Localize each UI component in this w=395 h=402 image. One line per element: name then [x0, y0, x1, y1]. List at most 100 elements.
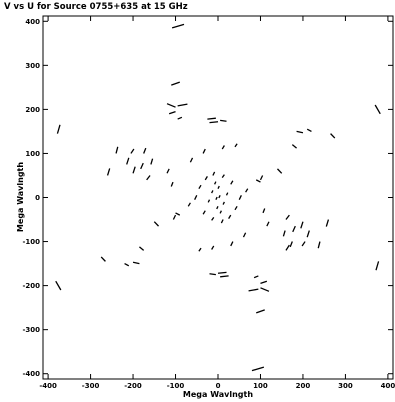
y-axis-label: Mega Wavlngth — [16, 162, 25, 232]
uv-track-segment — [211, 245, 215, 250]
x-tick-label: -200 — [124, 382, 142, 390]
uv-track-segment — [301, 241, 306, 247]
uv-track-segment — [204, 176, 208, 181]
uv-track-segment — [285, 244, 290, 251]
y-tick-label: 300 — [25, 62, 40, 70]
y-tick-label: -400 — [22, 370, 40, 378]
uv-track-segment — [260, 280, 268, 285]
x-tick-label: 100 — [253, 382, 268, 390]
uv-track-segment — [126, 157, 130, 165]
uv-track-segment — [209, 121, 219, 124]
axis-ticks — [43, 16, 393, 379]
uv-track-segment — [221, 174, 225, 179]
uv-tracks — [55, 23, 381, 372]
uv-track-segment — [100, 256, 106, 262]
uv-track-segment — [306, 128, 312, 132]
uv-track-segment — [225, 192, 229, 196]
uv-track-segment — [218, 195, 221, 199]
uv-track-segment — [266, 221, 270, 227]
uv-track-segment — [143, 147, 147, 154]
uv-track-segment — [220, 219, 224, 224]
uv-track-segment — [153, 221, 160, 227]
uv-track-segment — [115, 146, 119, 154]
uv-track-segment — [230, 241, 234, 247]
uv-track-segment — [170, 181, 174, 187]
uv-track-segment — [177, 103, 188, 107]
uv-track-segment — [211, 216, 215, 221]
x-axis-label: Mega Wavlngth — [183, 390, 253, 399]
uv-track-segment — [220, 119, 227, 122]
uv-track-segment — [375, 261, 380, 271]
uv-track-segment — [177, 116, 183, 120]
x-tick-label: 200 — [296, 382, 311, 390]
uv-track-segment — [198, 184, 202, 190]
x-tick-label: -300 — [82, 382, 100, 390]
uv-track-segment — [214, 181, 217, 185]
uv-track-segment — [253, 275, 259, 279]
uv-track-segment — [139, 246, 145, 251]
y-tick-label: -300 — [22, 326, 40, 334]
uv-track-segment — [132, 261, 140, 265]
uv-track-segment — [242, 232, 247, 238]
uv-track-segment — [168, 110, 176, 115]
uv-track-segment — [202, 210, 206, 215]
uv-track-segment — [221, 145, 225, 150]
uv-track-segment — [207, 199, 211, 203]
y-tick-label: -100 — [22, 238, 40, 246]
uv-track-segment — [189, 157, 194, 163]
y-tick-label: 200 — [25, 106, 40, 114]
y-tick-labels: -400 -300 -200 -100 0 100 200 300 400 — [22, 18, 40, 378]
uv-track-segment — [222, 201, 225, 205]
uv-track-segment — [291, 144, 297, 149]
uv-track-segment — [132, 166, 136, 174]
uv-track-segment — [285, 214, 290, 220]
x-tick-label: 300 — [338, 382, 353, 390]
uv-track-segment — [374, 104, 381, 115]
uv-track-segment — [194, 195, 198, 200]
uv-track-segment — [228, 214, 232, 219]
uv-track-segment — [130, 148, 135, 154]
uv-track-segment — [292, 225, 296, 233]
uv-track-segment — [124, 263, 130, 267]
x-tick-labels: -400 -300 -200 -100 0 100 200 300 400 — [39, 382, 395, 390]
uv-track-segment — [56, 124, 61, 134]
plot-frame — [42, 15, 394, 380]
y-tick-label: -200 — [22, 282, 40, 290]
uv-track-segment — [248, 288, 259, 292]
y-tick-label: 100 — [25, 150, 40, 158]
uv-track-segment — [175, 212, 181, 216]
uv-track-segment — [198, 247, 202, 252]
uv-track-segment — [251, 366, 265, 372]
uv-track-segment — [166, 168, 170, 174]
uv-track-segment — [260, 287, 270, 292]
uv-track-segment — [172, 214, 177, 220]
uv-track-segment — [238, 195, 242, 200]
uv-track-segment — [217, 271, 227, 274]
uv-track-segment — [150, 158, 154, 165]
uv-track-segment — [207, 117, 216, 120]
uv-track-segment — [146, 175, 151, 181]
uv-track-segment — [282, 230, 286, 237]
uv-track-segment — [330, 133, 336, 139]
uv-track-segment — [259, 175, 264, 181]
uv-track-segment — [171, 81, 180, 86]
uv-track-segment — [255, 179, 261, 183]
uv-track-segment — [211, 190, 214, 194]
uv-track-segment — [202, 148, 206, 154]
y-tick-label: 0 — [35, 194, 40, 202]
uv-track-segment — [215, 196, 218, 200]
x-tick-label: -100 — [167, 382, 185, 390]
uv-track-segment — [217, 185, 220, 189]
uv-track-segment — [171, 23, 185, 29]
uv-track-segment — [216, 206, 219, 210]
uv-track-segment — [325, 219, 330, 227]
uv-track-segment — [166, 103, 176, 108]
uv-track-segment — [55, 280, 62, 291]
uv-track-segment — [306, 230, 310, 238]
uv-track-segment — [234, 205, 238, 211]
uv-track-segment — [296, 130, 304, 134]
chart-title: V vs U for Source 0755+635 at 15 GHz — [4, 2, 188, 12]
uv-track-segment — [220, 275, 229, 278]
uv-track-segment — [230, 180, 234, 185]
